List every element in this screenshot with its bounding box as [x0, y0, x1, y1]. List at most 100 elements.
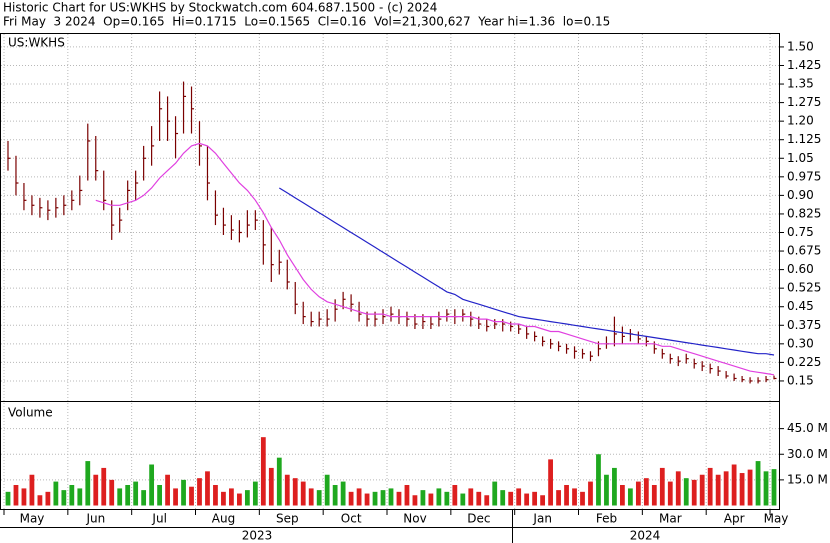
volume-bar	[556, 490, 561, 506]
volume-bar	[29, 474, 35, 506]
volume-bar	[268, 467, 274, 506]
y-tick-label: 0.15	[787, 373, 814, 387]
volume-bar	[69, 485, 75, 506]
volume-bar	[596, 454, 601, 506]
x-tick-label: May	[20, 512, 45, 526]
year-label: 2024	[630, 529, 661, 543]
volume-bar	[181, 479, 186, 506]
volume-bar	[524, 493, 530, 506]
volume-bar	[284, 474, 290, 506]
volume-bar	[675, 471, 681, 506]
volume-bar	[588, 481, 593, 506]
volume-bar	[189, 486, 194, 506]
volume-bar	[276, 457, 282, 506]
y-tick-label: 0.525	[787, 281, 821, 295]
volume-bar	[651, 485, 657, 506]
volume-bar	[229, 488, 234, 506]
volume-bar	[659, 467, 665, 506]
volume-bar	[101, 467, 107, 506]
volume-bar	[205, 471, 210, 506]
y-tick-label: 1.05	[787, 151, 814, 165]
volume-bar	[484, 495, 490, 506]
x-tick-label: Apr	[724, 512, 745, 526]
volume-bar	[755, 461, 761, 506]
volume-bar	[149, 464, 155, 506]
volume-bar	[452, 485, 458, 506]
y-tick-label: 1.35	[787, 77, 814, 91]
volume-bar	[372, 491, 378, 506]
x-tick-label: Nov	[403, 512, 426, 526]
volume-bar	[213, 485, 218, 506]
volume-bar	[260, 437, 266, 506]
x-tick-label: Jan	[532, 512, 552, 526]
y-tick-label: 30.0 M	[787, 447, 828, 461]
volume-bar	[691, 479, 697, 506]
volume-bar	[348, 491, 354, 506]
volume-bar	[412, 495, 418, 506]
volume-bar	[45, 491, 51, 506]
volume-bar	[500, 490, 506, 506]
volume-bar	[532, 491, 538, 506]
volume-bar	[324, 474, 330, 506]
volume-bar	[643, 478, 649, 506]
volume-bar	[332, 485, 338, 506]
volume-bar	[308, 488, 314, 506]
volume-bar	[125, 485, 131, 506]
volume-bar	[516, 488, 522, 506]
volume-bar	[133, 481, 139, 506]
volume-bar	[420, 490, 426, 506]
volume-bar	[476, 491, 482, 506]
moving-average	[95, 142, 775, 376]
volume-bar	[747, 469, 753, 506]
volume-bar	[699, 474, 705, 506]
volume-bar	[85, 461, 91, 506]
y-tick-label: 0.60	[787, 262, 814, 276]
volume-bar	[492, 481, 498, 506]
y-tick-label: 45.0 M	[787, 421, 828, 435]
y-tick-label: 1.20	[787, 114, 814, 128]
volume-bar	[771, 469, 777, 506]
volume-bar	[460, 493, 466, 506]
y-tick-label: 0.75	[787, 225, 814, 239]
volume-bar	[93, 474, 99, 506]
volume-bar	[340, 481, 346, 506]
volume-bar	[364, 493, 370, 506]
volume-bar	[244, 490, 250, 506]
x-tick-label: Sep	[276, 512, 299, 526]
volume-bar	[548, 459, 553, 506]
y-tick-label: 0.675	[787, 244, 821, 258]
y-tick-label: 0.375	[787, 318, 821, 332]
volume-bar	[396, 491, 402, 506]
volume-bar	[21, 488, 27, 506]
volume-bar	[715, 474, 721, 506]
volume-bar	[635, 481, 641, 506]
x-tick-label: May	[764, 512, 789, 526]
y-tick-label: 0.225	[787, 355, 821, 369]
volume-bar	[667, 481, 673, 506]
volume-bar	[572, 488, 577, 506]
volume-bar	[197, 478, 202, 506]
volume-bar	[436, 488, 442, 506]
y-tick-label: 0.30	[787, 336, 814, 350]
x-tick-label: Jul	[151, 512, 166, 526]
x-tick-label: Mar	[659, 512, 682, 526]
year-label: 2023	[242, 529, 273, 543]
volume-bar	[627, 488, 633, 506]
volume-bar	[540, 495, 546, 506]
volume-bar	[141, 490, 147, 506]
y-tick-label: 1.425	[787, 58, 821, 72]
volume-bar	[580, 491, 585, 506]
moving-average	[278, 187, 775, 356]
y-tick-label: 15.0 M	[787, 472, 828, 486]
volume-bar	[707, 467, 713, 506]
volume-bar	[53, 481, 59, 506]
volume-bar	[404, 485, 410, 506]
y-tick-label: 1.125	[787, 132, 821, 146]
x-tick-label: Jun	[85, 512, 105, 526]
volume-bar	[117, 488, 123, 506]
volume-bar	[61, 490, 67, 506]
volume-bar	[356, 488, 362, 506]
volume-bar	[5, 491, 11, 506]
volume-bar	[763, 471, 769, 506]
